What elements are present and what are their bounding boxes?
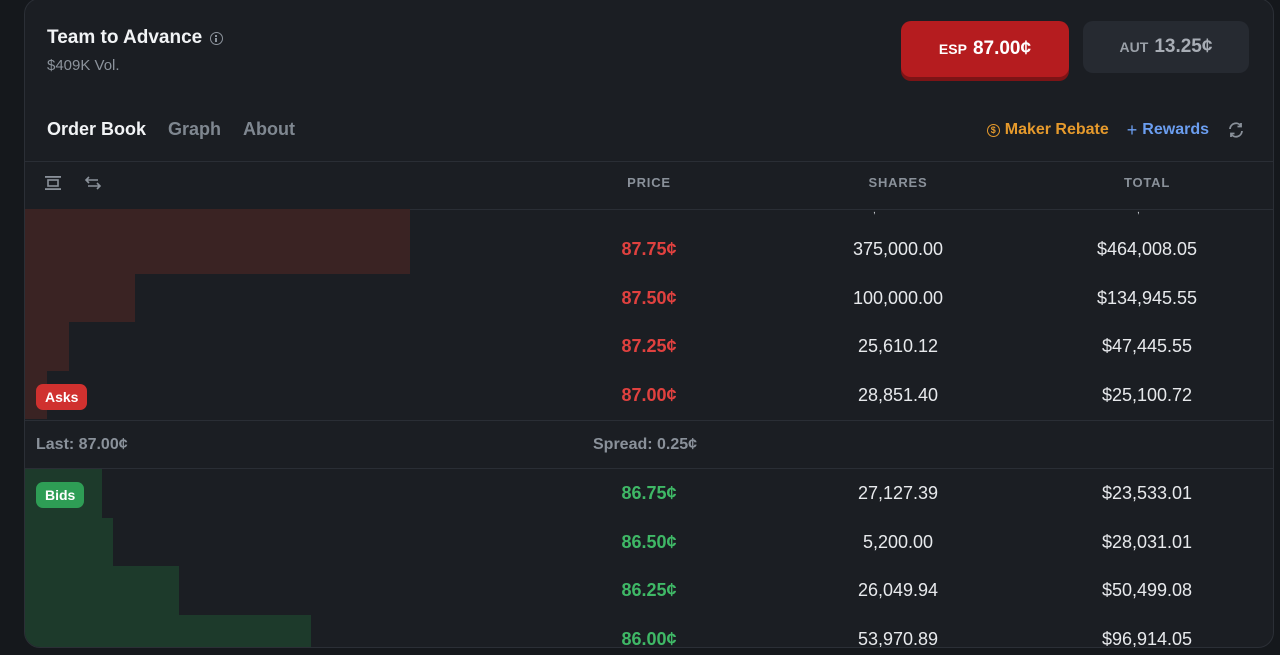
bid-depth-bar: [25, 566, 179, 615]
bid-shares-cell: 26,049.94: [857, 580, 939, 600]
maker-rebate-label: Maker Rebate: [1004, 121, 1109, 138]
last-price: Last: 87.00¢: [36, 436, 128, 453]
outcome-price: 13.25¢: [1154, 36, 1213, 57]
ask-row[interactable]: 87.25¢ 25,610.12 $47,445.55: [25, 322, 1273, 370]
ask-total-cell: $134,945.55: [1096, 287, 1198, 308]
refresh-icon[interactable]: [1227, 121, 1245, 139]
ask-total-cell: $25,100.72: [1101, 384, 1193, 405]
tab-bar: Order Book Graph About: [47, 119, 295, 140]
tab-order-book[interactable]: Order Book: [47, 119, 147, 139]
bid-shares-cell: 27,127.39: [857, 483, 939, 503]
divider: [25, 209, 1273, 210]
rewards-link[interactable]: + Rewards: [1127, 121, 1209, 139]
ask-total-cell: $464,008.05: [1096, 239, 1198, 259]
outcome-team-label: AUT: [1119, 39, 1149, 55]
scrolled-row-glyph: ,: [873, 205, 876, 216]
tab-graph[interactable]: Graph: [168, 119, 222, 139]
ask-shares-cell: 375,000.00: [852, 239, 944, 259]
market-header: Team to Advance $409K Vol. ESP 87.00¢ AU…: [25, 0, 1273, 99]
outcome-team-label: ESP: [938, 41, 967, 57]
ask-row[interactable]: 87.75¢ 375,000.00 $464,008.05: [25, 225, 1273, 273]
bid-price-cell: 86.25¢: [621, 580, 677, 600]
outcome-price: 87.00¢: [972, 38, 1032, 59]
divider: [25, 420, 1273, 421]
bid-depth-bar: [25, 614, 311, 647]
ask-depth-bar: [25, 209, 410, 274]
ask-row[interactable]: 87.50¢ 100,000.00 $134,945.55: [25, 274, 1273, 322]
market-title-block: Team to Advance $409K Vol.: [47, 27, 224, 74]
outcome-aut-button[interactable]: AUT 13.25¢: [1083, 21, 1249, 73]
ask-depth-bar: [25, 322, 69, 371]
bid-price-cell: 86.50¢: [621, 531, 677, 552]
column-header-price: PRICE: [627, 175, 671, 190]
bid-total-cell: $50,499.08: [1101, 580, 1193, 600]
info-icon[interactable]: [210, 31, 224, 45]
ask-price-cell: 87.00¢: [621, 384, 677, 405]
ask-shares-cell: 100,000.00: [852, 287, 944, 308]
bids-badge: Bids: [36, 482, 85, 508]
tab-about[interactable]: About: [243, 119, 296, 139]
bid-row[interactable]: 86.25¢ 26,049.94 $50,499.08: [25, 566, 1273, 614]
bid-shares-cell: 53,970.89: [857, 628, 939, 648]
ask-shares-cell: 25,610.12: [857, 336, 939, 356]
ask-price-cell: 87.25¢: [621, 336, 677, 356]
ask-depth-bar: [25, 273, 135, 322]
divider: [25, 468, 1273, 469]
book-tools: $ Maker Rebate + Rewards: [986, 121, 1245, 139]
bid-price-cell: 86.00¢: [621, 628, 677, 648]
divider: [25, 161, 1273, 162]
spread-value: Spread: 0.25¢: [593, 436, 698, 453]
asks-badge: Asks: [36, 384, 88, 410]
plus-icon: +: [1126, 120, 1138, 140]
ask-price-cell: 87.50¢: [621, 287, 677, 308]
bid-row[interactable]: 86.00¢ 53,970.89 $96,914.05: [25, 615, 1273, 648]
column-header-total: TOTAL: [1123, 175, 1171, 190]
bid-depth-bar: [25, 517, 113, 566]
ask-row[interactable]: 87.00¢ 28,851.40 $25,100.72: [25, 371, 1273, 419]
bid-shares-cell: 5,200.00: [862, 531, 934, 552]
market-title: Team to Advance: [47, 27, 203, 48]
spread-row: Last: 87.00¢ Spread: 0.25¢: [25, 421, 1273, 468]
rewards-label: Rewards: [1142, 121, 1209, 138]
ask-total-cell: $47,445.55: [1101, 336, 1193, 356]
ask-price-cell: 87.75¢: [621, 239, 677, 259]
bid-total-cell: $23,533.01: [1101, 483, 1193, 503]
maker-rebate-link[interactable]: $ Maker Rebate: [986, 121, 1109, 139]
outcome-esp-button[interactable]: ESP 87.00¢: [901, 21, 1069, 77]
order-book-card: Team to Advance $409K Vol. ESP 87.00¢ AU…: [24, 0, 1274, 648]
column-header-shares: SHARES: [868, 175, 928, 190]
dollar-coin-icon: $: [986, 123, 1000, 137]
bid-total-cell: $28,031.01: [1101, 531, 1193, 552]
swap-arrows-icon[interactable]: [84, 175, 102, 191]
bid-total-cell: $96,914.05: [1101, 628, 1193, 648]
bid-price-cell: 86.75¢: [621, 483, 677, 503]
ask-shares-cell: 28,851.40: [857, 384, 939, 405]
scrolled-row-glyph: ,: [1137, 205, 1140, 216]
bid-row[interactable]: 86.75¢ 27,127.39 $23,533.01: [25, 469, 1273, 517]
bid-row[interactable]: 86.50¢ 5,200.00 $28,031.01: [25, 518, 1273, 566]
center-book-icon[interactable]: [44, 175, 62, 191]
market-title-row: Team to Advance: [47, 27, 224, 49]
market-volume: $409K Vol.: [47, 57, 120, 74]
